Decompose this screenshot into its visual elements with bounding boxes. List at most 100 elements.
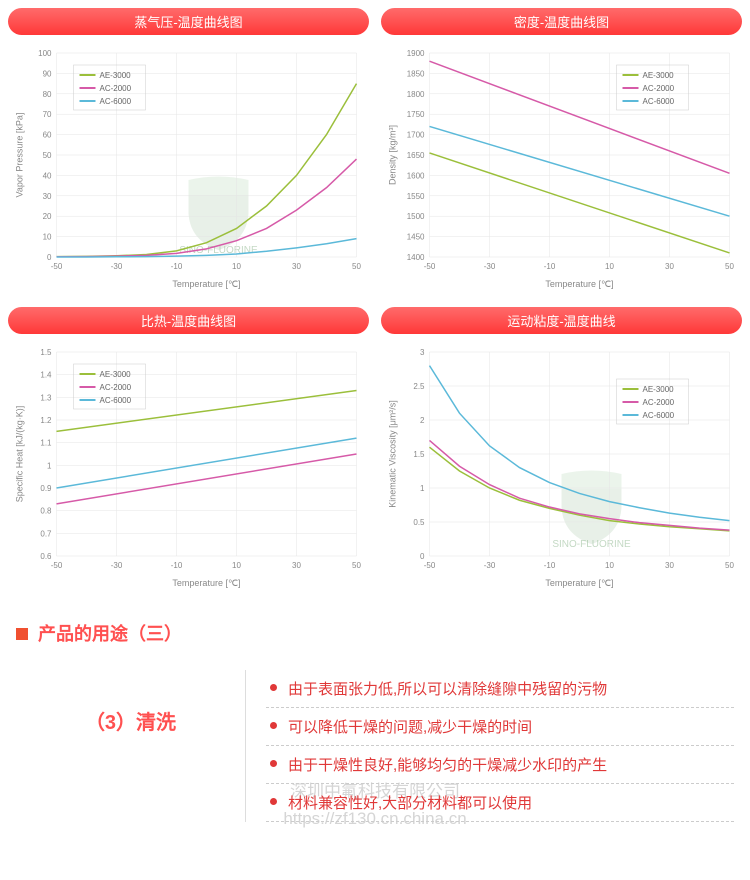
chart-svg: SINO-FLUORINE-50-30-10103050010203040506…	[8, 35, 369, 295]
section-title: 产品的用途（三）	[16, 620, 734, 646]
svg-text:10: 10	[232, 262, 241, 271]
svg-text:-50: -50	[51, 262, 63, 271]
svg-text:-30: -30	[484, 561, 496, 570]
svg-text:50: 50	[43, 151, 52, 160]
svg-text:-10: -10	[544, 561, 556, 570]
svg-text:100: 100	[38, 49, 52, 58]
bullet-item: 由于干燥性良好,能够均匀的干燥减少水印的产生	[266, 746, 734, 784]
svg-text:50: 50	[725, 561, 734, 570]
svg-text:10: 10	[605, 561, 614, 570]
svg-text:1.5: 1.5	[413, 450, 425, 459]
svg-text:1.2: 1.2	[40, 416, 52, 425]
svg-text:AC-2000: AC-2000	[643, 398, 675, 407]
svg-text:3: 3	[420, 348, 425, 357]
svg-text:90: 90	[43, 69, 52, 78]
svg-text:1650: 1650	[407, 151, 425, 160]
svg-text:1.3: 1.3	[40, 393, 52, 402]
svg-text:70: 70	[43, 110, 52, 119]
chart-svg: SINO-FLUORINE -50 -30 -10 10 30 50 0 0.5 1 1.5 2 2.5…	[381, 334, 742, 594]
svg-text:-10: -10	[171, 561, 183, 570]
svg-text:AC-6000: AC-6000	[643, 97, 675, 106]
svg-text:60: 60	[43, 131, 52, 140]
svg-text:Kinematic Viscosity [μm²/s]: Kinematic Viscosity [μm²/s]	[388, 400, 398, 508]
svg-text:Temperature [℃]: Temperature [℃]	[172, 578, 240, 588]
svg-text:AE-3000: AE-3000	[643, 71, 675, 80]
svg-text:30: 30	[292, 262, 301, 271]
svg-text:AC-2000: AC-2000	[100, 84, 132, 93]
chart-panel: 蒸气压-温度曲线图 SINO-FLUORINE-50-30-1010305001…	[8, 8, 369, 295]
svg-text:AE-3000: AE-3000	[100, 71, 132, 80]
svg-text:1900: 1900	[407, 49, 425, 58]
chart-title: 运动粘度-温度曲线	[381, 307, 742, 334]
svg-text:Vapor Pressure [kPa]: Vapor Pressure [kPa]	[15, 113, 25, 198]
chart-title: 比热-温度曲线图	[8, 307, 369, 334]
svg-text:1.1: 1.1	[40, 439, 52, 448]
svg-text:2: 2	[420, 416, 425, 425]
svg-text:Temperature [℃]: Temperature [℃]	[545, 578, 613, 588]
svg-text:-50: -50	[424, 561, 436, 570]
svg-text:1.5: 1.5	[40, 348, 52, 357]
svg-text:30: 30	[292, 561, 301, 570]
svg-text:1850: 1850	[407, 69, 425, 78]
svg-text:0.8: 0.8	[40, 507, 52, 516]
svg-text:0: 0	[47, 253, 52, 262]
svg-text:0.5: 0.5	[413, 518, 425, 527]
svg-text:Temperature [℃]: Temperature [℃]	[545, 279, 613, 289]
svg-text:1: 1	[47, 461, 52, 470]
chart-svg: -50-30-101030500.60.70.80.911.11.21.31.4…	[8, 334, 369, 594]
svg-text:1400: 1400	[407, 253, 425, 262]
bullet-item: 由于表面张力低,所以可以清除缝隙中残留的污物	[266, 670, 734, 708]
svg-text:40: 40	[43, 171, 52, 180]
svg-text:1750: 1750	[407, 110, 425, 119]
svg-text:1.4: 1.4	[40, 371, 52, 380]
svg-text:AC-6000: AC-6000	[100, 396, 132, 405]
chart-svg: -50-30-101030501400145015001550160016501…	[381, 35, 742, 295]
svg-text:-10: -10	[171, 262, 183, 271]
svg-text:30: 30	[665, 262, 674, 271]
svg-text:50: 50	[352, 262, 361, 271]
svg-text:-10: -10	[544, 262, 556, 271]
svg-text:1500: 1500	[407, 212, 425, 221]
svg-text:Specific Heat [kJ/(kg·K)]: Specific Heat [kJ/(kg·K)]	[15, 406, 25, 503]
svg-text:50: 50	[725, 262, 734, 271]
svg-text:AE-3000: AE-3000	[643, 385, 675, 394]
series-line	[57, 438, 357, 488]
svg-text:AC-6000: AC-6000	[100, 97, 132, 106]
svg-text:1600: 1600	[407, 171, 425, 180]
series-line	[57, 454, 357, 504]
svg-text:AC-2000: AC-2000	[100, 383, 132, 392]
svg-text:80: 80	[43, 90, 52, 99]
chart-title: 密度-温度曲线图	[381, 8, 742, 35]
svg-text:1450: 1450	[407, 233, 425, 242]
chart-panel: 比热-温度曲线图-50-30-101030500.60.70.80.911.11…	[8, 307, 369, 594]
svg-text:50: 50	[352, 561, 361, 570]
svg-text:0.6: 0.6	[40, 552, 52, 561]
svg-text:1550: 1550	[407, 192, 425, 201]
svg-text:20: 20	[43, 212, 52, 221]
svg-text:SINO-FLUORINE: SINO-FLUORINE	[552, 539, 631, 550]
svg-text:2.5: 2.5	[413, 382, 425, 391]
svg-text:Temperature [℃]: Temperature [℃]	[172, 279, 240, 289]
svg-text:AC-6000: AC-6000	[643, 411, 675, 420]
svg-text:Density [kg/m³]: Density [kg/m³]	[388, 125, 398, 185]
svg-text:0.9: 0.9	[40, 484, 52, 493]
chart-panel: 密度-温度曲线图-50-30-1010305014001450150015501…	[381, 8, 742, 295]
svg-text:10: 10	[605, 262, 614, 271]
chart-title: 蒸气压-温度曲线图	[8, 8, 369, 35]
svg-text:AC-2000: AC-2000	[643, 84, 675, 93]
svg-text:30: 30	[43, 192, 52, 201]
svg-text:-50: -50	[51, 561, 63, 570]
bullet-item: 可以降低干燥的问题,减少干燥的时间	[266, 708, 734, 746]
svg-text:0: 0	[420, 552, 425, 561]
svg-text:1: 1	[420, 484, 425, 493]
svg-text:1700: 1700	[407, 131, 425, 140]
svg-text:-30: -30	[111, 561, 123, 570]
svg-text:1800: 1800	[407, 90, 425, 99]
svg-text:-30: -30	[111, 262, 123, 271]
svg-text:10: 10	[43, 233, 52, 242]
svg-text:0.7: 0.7	[40, 529, 52, 538]
bullet-item: 材料兼容性好,大部分材料都可以使用	[266, 784, 734, 822]
series-line	[430, 61, 730, 173]
subsection-label: （3）清洗	[16, 670, 246, 822]
svg-text:30: 30	[665, 561, 674, 570]
